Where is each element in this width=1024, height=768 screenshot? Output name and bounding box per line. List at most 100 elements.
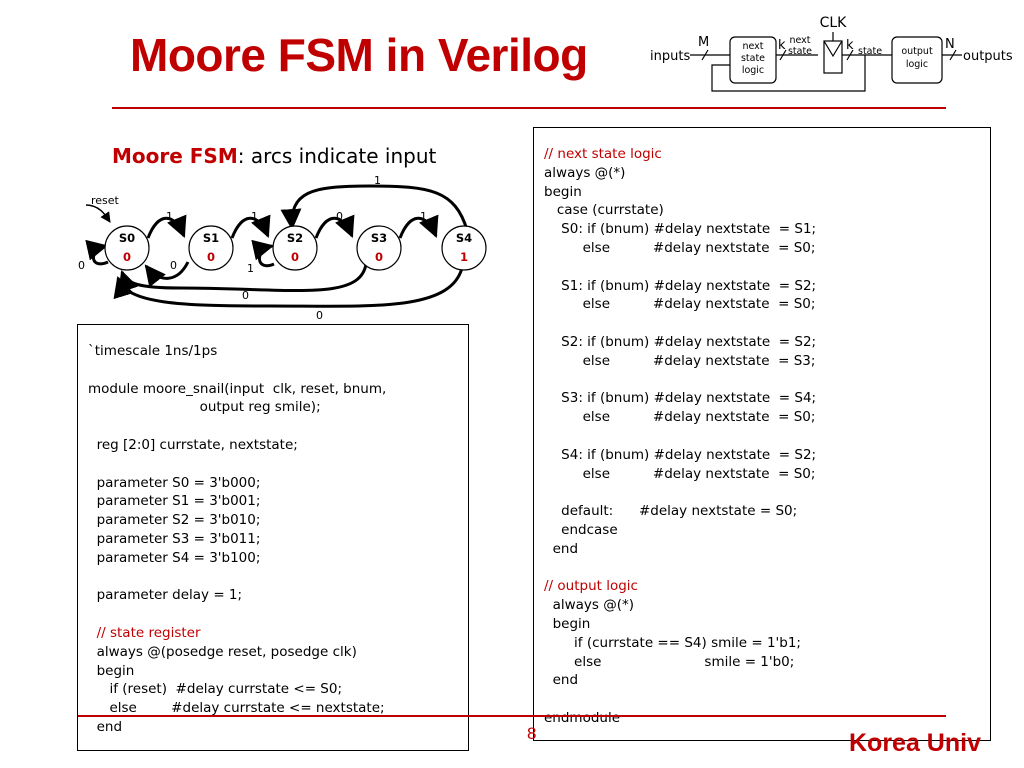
- fsm-heading-rest: : arcs indicate input: [237, 144, 437, 168]
- code-line: ​: [544, 559, 816, 578]
- code-line: end: [544, 540, 579, 557]
- state-output: 0: [291, 250, 299, 264]
- fsm-state-diagram: S0 0 S1 0 S2 0 S3 0 S4 1 reset 0 1 0 1 1…: [78, 174, 487, 322]
- arc-label-s4-s2: 1: [374, 174, 381, 187]
- state-name: S1: [203, 231, 219, 245]
- state-name: S0: [119, 231, 135, 245]
- code-line: end: [88, 718, 123, 735]
- state-s0: S0 0: [104, 225, 150, 271]
- code-block: `timescale 1ns/1ps​module moore_snail(in…: [88, 342, 386, 737]
- output-logic-line2: logic: [906, 59, 928, 70]
- code-line: ​: [88, 568, 386, 587]
- code-line: ​: [544, 314, 816, 333]
- next-state-line2: state: [788, 46, 812, 57]
- code-line: output reg smile);: [88, 399, 321, 416]
- arc-label-s0-s1: 1: [166, 210, 173, 223]
- code-line: parameter S2 = 3'b010;: [88, 512, 261, 529]
- next-state-logic-line2: state: [741, 53, 765, 64]
- code-line: ​: [544, 690, 816, 709]
- footer-rule: [78, 715, 946, 717]
- brand-logo-text: Korea Univ: [849, 729, 981, 757]
- code-line: ​: [88, 417, 386, 436]
- code-line: end: [544, 672, 579, 689]
- next-state-logic-line3: logic: [742, 65, 764, 76]
- code-line: case (currstate): [544, 202, 664, 219]
- state-s1: S1 0: [188, 225, 234, 271]
- code-line: if (currstate == S4) smile = 1'b1;: [544, 634, 801, 651]
- code-line: always @(*): [544, 597, 635, 614]
- code-line: else #delay nextstate = S0;: [544, 409, 816, 426]
- page-number: 8: [527, 724, 537, 743]
- code-line: ​: [544, 258, 816, 277]
- code-line: else smile = 1'b0;: [544, 653, 795, 670]
- verilog-code-left: `timescale 1ns/1ps​module moore_snail(in…: [77, 324, 469, 751]
- next-state-line1: next: [789, 35, 810, 46]
- state-s3: S3 0: [356, 225, 402, 271]
- state-output: 0: [375, 250, 383, 264]
- arc-label-s0-self: 0: [78, 259, 85, 272]
- outputs-label: outputs: [963, 49, 1013, 64]
- k-label-1: k: [778, 38, 786, 53]
- code-line: ​: [88, 455, 386, 474]
- arc-label-s3-s4: 1: [420, 210, 427, 223]
- state-label: state: [858, 46, 882, 57]
- block-diagram: inputs M next state logic k next state C…: [650, 15, 1013, 92]
- code-line: ​: [88, 605, 386, 624]
- code-comment: // next state logic: [544, 146, 662, 162]
- fsm-heading-bold: Moore FSM: [112, 144, 238, 168]
- state-name: S3: [371, 231, 387, 245]
- k-label-2: k: [846, 38, 854, 53]
- inputs-label: inputs: [650, 49, 690, 64]
- state-output: 0: [207, 250, 215, 264]
- arc-label-s1-s0: 0: [170, 259, 177, 272]
- code-line: else #delay currstate <= nextstate;: [88, 700, 385, 717]
- state-output: 1: [460, 250, 468, 264]
- state-name: S2: [287, 231, 303, 245]
- m-label: M: [698, 35, 709, 50]
- arc-label-s2-s3: 0: [336, 210, 343, 223]
- code-line: parameter S1 = 3'b001;: [88, 493, 261, 510]
- code-block: // next state logic always @(*) begin case…: [544, 145, 816, 728]
- state-name: S4: [456, 231, 472, 245]
- code-line: default: #delay nextstate = S0;: [544, 503, 798, 520]
- code-line: ​: [544, 371, 816, 390]
- code-line: else #delay nextstate = S0;: [544, 239, 816, 256]
- arc-label-s3-s0: 0: [242, 289, 249, 302]
- code-line: `timescale 1ns/1ps: [88, 343, 218, 359]
- code-line: S3: if (bnum) #delay nextstate = S4;: [544, 390, 817, 407]
- arc-label-s1-s2: 1: [251, 210, 258, 223]
- code-line: begin: [88, 662, 135, 679]
- code-line: else #delay nextstate = S3;: [544, 352, 816, 369]
- code-line: always @(posedge reset, posedge clk): [88, 643, 357, 660]
- code-line: parameter S3 = 3'b011;: [88, 530, 261, 547]
- code-line: else #delay nextstate = S0;: [544, 296, 816, 313]
- code-comment: // state register: [88, 624, 201, 641]
- code-line: S0: if (bnum) #delay nextstate = S1;: [544, 221, 817, 238]
- reset-label: reset: [91, 194, 120, 207]
- code-line: if (reset) #delay currstate <= S0;: [88, 681, 343, 698]
- code-line: ​: [544, 483, 816, 502]
- state-s4: S4 1: [441, 225, 487, 271]
- slide-title: Moore FSM in Verilog: [130, 29, 588, 81]
- state-output: 0: [123, 250, 131, 264]
- code-line: parameter S4 = 3'b100;: [88, 549, 261, 566]
- code-line: S1: if (bnum) #delay nextstate = S2;: [544, 277, 817, 294]
- code-line: module moore_snail(input clk, reset, bnu…: [88, 380, 387, 397]
- next-state-logic-line1: next: [742, 41, 763, 52]
- code-line: endcase: [544, 521, 618, 538]
- code-line: reg [2:0] currstate, nextstate;: [88, 436, 298, 453]
- clk-label: CLK: [820, 15, 848, 31]
- code-line: S2: if (bnum) #delay nextstate = S2;: [544, 333, 817, 350]
- state-s2: S2 0: [272, 225, 318, 271]
- fsm-heading: Moore FSM: arcs indicate input: [112, 144, 436, 168]
- code-line: S4: if (bnum) #delay nextstate = S2;: [544, 446, 817, 463]
- code-line: parameter delay = 1;: [88, 587, 243, 604]
- arc-label-s2-self: 1: [247, 262, 254, 275]
- code-line: parameter S0 = 3'b000;: [88, 474, 261, 491]
- code-line: begin: [544, 183, 582, 200]
- code-line: endmodule: [544, 709, 621, 726]
- verilog-code-right: // next state logic always @(*) begin case…: [533, 127, 991, 741]
- output-logic-line1: output: [901, 46, 933, 57]
- code-line: ​: [88, 361, 386, 380]
- n-label: N: [945, 37, 955, 52]
